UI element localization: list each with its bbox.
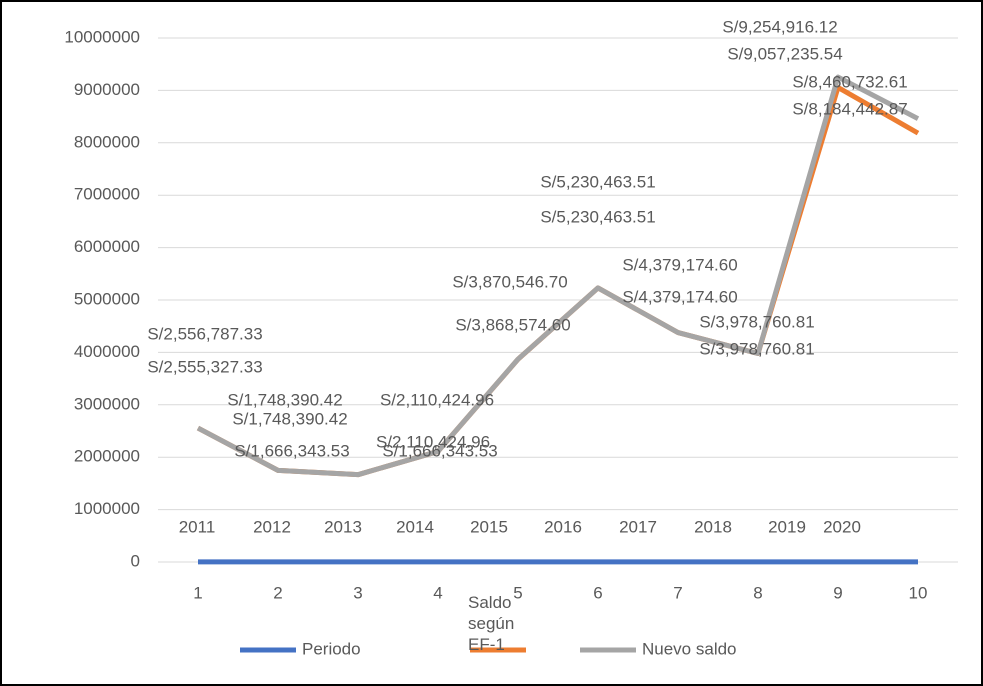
x-tick-label: 6	[593, 583, 602, 602]
data-label: S/2,110,424.96	[380, 390, 494, 409]
x-tick-label: 1	[193, 583, 202, 602]
data-label: 2011	[179, 517, 216, 536]
legend-label-line: Saldo	[468, 593, 511, 612]
legend-label: Nuevo saldo	[642, 639, 737, 658]
data-label: 2017	[619, 517, 657, 536]
data-label: S/8,184,442.87	[792, 99, 907, 118]
data-label: S/5,230,463.51	[540, 207, 655, 226]
y-tick-label: 9000000	[74, 80, 140, 99]
data-label: S/3,868,574.60	[455, 315, 570, 334]
y-tick-label: 7000000	[74, 185, 140, 204]
x-tick-label: 10	[909, 583, 928, 602]
y-tick-label: 6000000	[74, 237, 140, 256]
data-label: 2016	[544, 517, 582, 536]
legend-label: Periodo	[302, 639, 361, 658]
x-tick-label: 4	[433, 583, 442, 602]
data-label: S/3,978,760.81	[699, 339, 814, 358]
data-label: S/4,379,174.60	[622, 255, 737, 274]
x-tick-label: 3	[353, 583, 362, 602]
data-label: S/1,666,343.53	[382, 441, 497, 460]
y-tick-label: 8000000	[74, 132, 140, 151]
data-label: S/1,666,343.53	[234, 441, 349, 460]
data-label: S/3,870,546.70	[452, 272, 567, 291]
data-label: S/1,748,390.42	[232, 409, 347, 428]
data-label: S/1,748,390.42	[227, 390, 342, 409]
legend-label: Saldo según EF-1	[468, 593, 514, 654]
legend-label-line: EF-1	[468, 635, 505, 654]
data-label: 2020	[823, 517, 861, 536]
x-tick-label: 5	[513, 583, 522, 602]
data-label: 2012	[253, 517, 291, 536]
x-tick-label: 7	[673, 583, 682, 602]
data-label: S/9,057,235.54	[727, 44, 842, 63]
data-label: 2013	[324, 517, 362, 536]
y-tick-label: 2000000	[74, 447, 140, 466]
x-tick-label: 8	[753, 583, 762, 602]
y-tick-label: 4000000	[74, 342, 140, 361]
x-tick-label: 9	[833, 583, 842, 602]
data-label: 2014	[396, 517, 434, 536]
data-label: S/5,230,463.51	[540, 172, 655, 191]
y-tick-label: 10000000	[64, 27, 140, 46]
data-label: 2015	[470, 517, 508, 536]
data-label: S/2,555,327.33	[147, 357, 262, 376]
data-label: S/4,379,174.60	[622, 287, 737, 306]
y-tick-label: 0	[131, 551, 140, 570]
data-label: S/2,110,424.96	[376, 432, 490, 451]
data-label: S/3,978,760.81	[699, 312, 814, 331]
line-series	[196, 74, 920, 478]
data-label: S/2,556,787.33	[147, 324, 262, 343]
data-label: 2018	[694, 517, 732, 536]
y-tick-label: 5000000	[74, 289, 140, 308]
legend-label-line: según	[468, 614, 514, 633]
y-tick-label: 1000000	[74, 499, 140, 518]
x-tick-label: 2	[273, 583, 282, 602]
data-label: S/9,254,916.12	[722, 17, 837, 36]
data-label: 2019	[768, 517, 806, 536]
y-tick-label: 3000000	[74, 394, 140, 413]
data-label: S/8,460,732.61	[792, 72, 907, 91]
